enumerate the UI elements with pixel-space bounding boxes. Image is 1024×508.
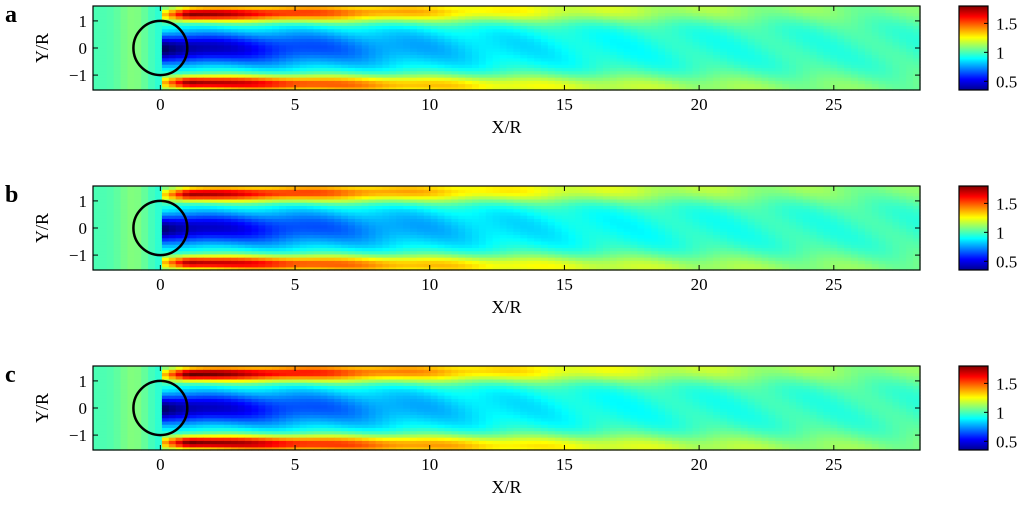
colorbar-tick-label: 1 (996, 43, 1005, 62)
x-tick-label: 20 (691, 95, 708, 114)
y-axis-label: Y/R (32, 33, 52, 63)
panel-label: a (5, 2, 17, 28)
colorbar-tick-label: 1.5 (996, 14, 1017, 33)
y-tick-label: 1 (79, 12, 88, 31)
x-tick-label: 15 (556, 95, 573, 114)
x-tick-label: 5 (291, 95, 300, 114)
y-tick-label: 0 (79, 39, 88, 58)
y-tick-label: −1 (69, 66, 87, 85)
heatmap-cells (93, 186, 921, 271)
x-tick-label: 25 (825, 95, 842, 114)
colorbar-gradient (959, 6, 988, 90)
x-axis-label: X/R (491, 117, 521, 137)
colorbar-tick-label: 0.5 (996, 72, 1017, 91)
heatmap-cells (93, 6, 921, 91)
colorbar: 1.5 1 0.5 (959, 6, 1017, 91)
x-tick-label: 10 (421, 95, 438, 114)
x-tick-label: 0 (156, 95, 165, 114)
